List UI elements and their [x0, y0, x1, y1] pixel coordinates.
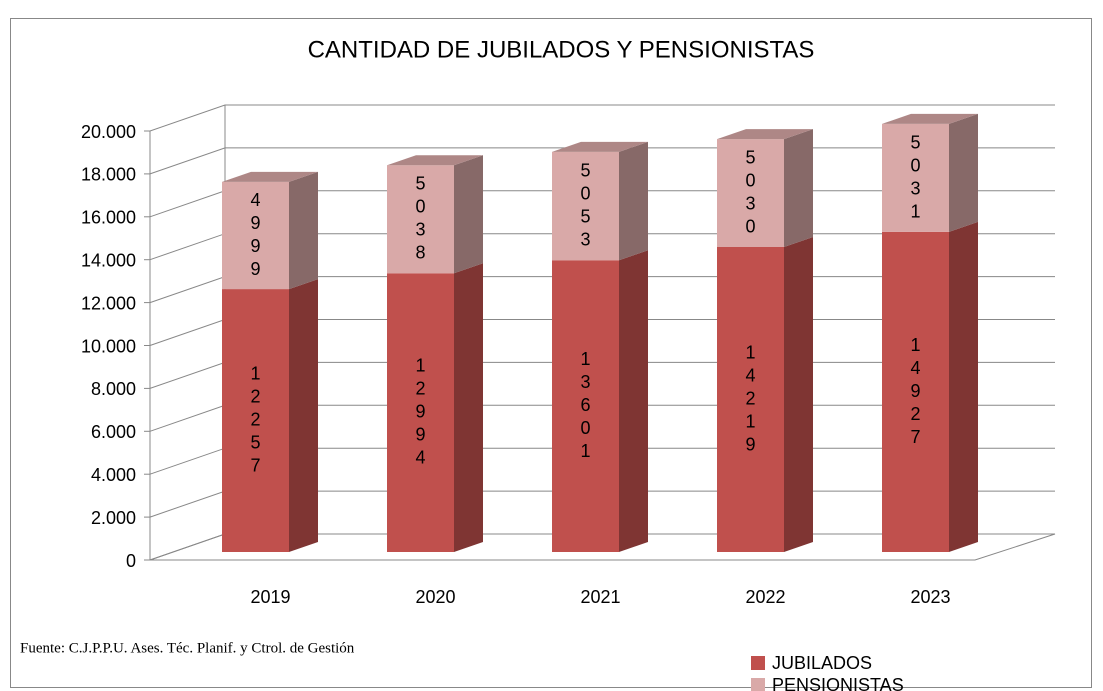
- bar-top: [882, 113, 978, 124]
- y-tick-label: 16.000: [81, 208, 136, 228]
- bar-front: [222, 181, 289, 290]
- source-note: Fuente: C.J.P.P.U. Ases. Téc. Planif. y …: [20, 640, 355, 656]
- bar-side: [454, 155, 483, 274]
- bar-side: [619, 141, 648, 261]
- bar-side: [949, 113, 978, 232]
- y-tick-label: 2.000: [91, 508, 136, 528]
- bar-side: [949, 221, 978, 552]
- bar-front: [552, 151, 619, 261]
- bar-front: [717, 247, 784, 553]
- bar-top: [387, 155, 483, 166]
- bar-front: [222, 289, 289, 552]
- legend-swatch: [751, 678, 765, 691]
- x-tick-label: 2022: [745, 587, 785, 607]
- bar-top: [222, 171, 318, 182]
- x-tick-label: 2019: [250, 587, 290, 607]
- legend-label: PENSIONISTAS: [772, 675, 904, 691]
- bar-top: [717, 129, 813, 140]
- y-tick-label: 20.000: [81, 122, 136, 142]
- y-tick-label: 6.000: [91, 422, 136, 442]
- bar-side: [289, 279, 318, 552]
- y-tick-label: 10.000: [81, 336, 136, 356]
- bar-front: [387, 165, 454, 274]
- y-tick-label: 14.000: [81, 250, 136, 270]
- y-tick-label: 0: [126, 551, 136, 571]
- x-tick-label: 2023: [910, 587, 950, 607]
- chart-title: CANTIDAD DE JUBILADOS Y PENSIONISTAS: [308, 36, 815, 63]
- y-tick-label: 12.000: [81, 293, 136, 313]
- y-tick-label: 18.000: [81, 165, 136, 185]
- bar-side: [619, 250, 648, 552]
- bar-front: [882, 123, 949, 232]
- bar-side: [784, 129, 813, 248]
- y-tick-label: 4.000: [91, 465, 136, 485]
- bar-front: [882, 231, 949, 552]
- bar-side: [454, 263, 483, 552]
- legend-label: JUBILADOS: [772, 653, 872, 673]
- y-tick-label: 8.000: [91, 379, 136, 399]
- bar-side: [784, 237, 813, 553]
- x-tick-label: 2021: [580, 587, 620, 607]
- bar-front: [387, 273, 454, 552]
- bar-side: [289, 171, 318, 290]
- bar-top: [552, 141, 648, 152]
- bar-front: [552, 260, 619, 552]
- bar-front: [717, 139, 784, 248]
- legend-swatch: [751, 656, 765, 670]
- x-tick-label: 2020: [415, 587, 455, 607]
